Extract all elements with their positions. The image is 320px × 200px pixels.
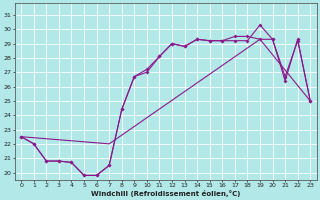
X-axis label: Windchill (Refroidissement éolien,°C): Windchill (Refroidissement éolien,°C): [91, 190, 240, 197]
